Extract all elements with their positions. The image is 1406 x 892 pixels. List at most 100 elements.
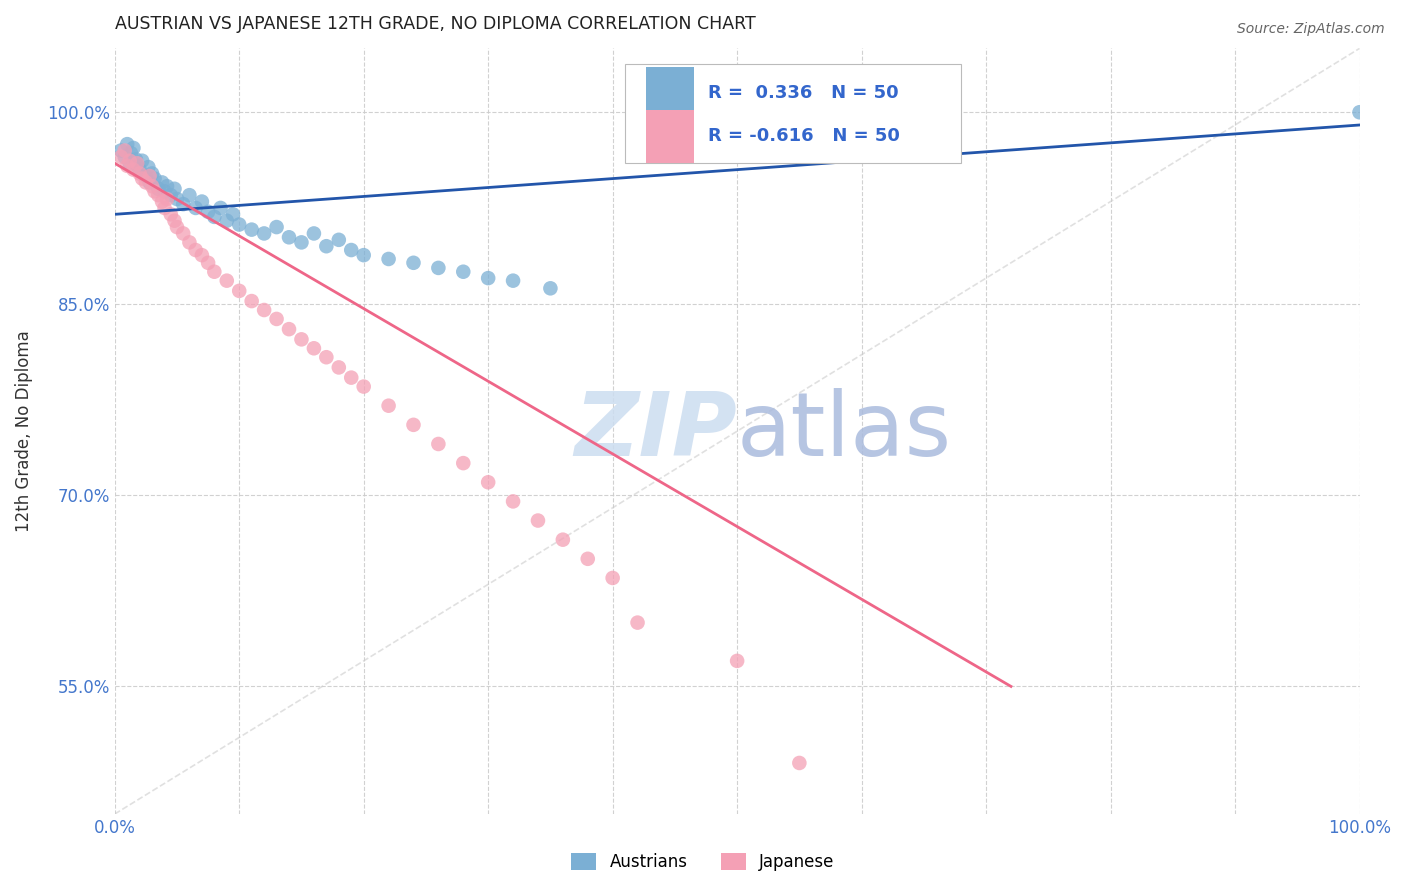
Point [789,756,811,770]
Point [197,256,219,270]
Text: R =  0.336   N = 50: R = 0.336 N = 50 [709,85,898,103]
Point [340,243,363,257]
FancyBboxPatch shape [647,111,693,162]
Point [527,514,550,528]
Legend: Austrians, Japanese: Austrians, Japanese [562,845,844,880]
Point [266,312,288,326]
Point [115,137,138,152]
Point [315,239,337,253]
Point [576,551,599,566]
Point [253,303,276,318]
Point [538,281,561,295]
Text: Source: ZipAtlas.com: Source: ZipAtlas.com [1237,22,1385,37]
Point [114,150,136,164]
Point [153,185,176,199]
Point [302,227,325,241]
Y-axis label: 12th Grade, No Diploma: 12th Grade, No Diploma [15,330,32,533]
Point [153,201,176,215]
Point [209,201,232,215]
Point [626,615,648,630]
Point [215,213,238,227]
Point [215,274,238,288]
Point [1348,105,1371,120]
FancyBboxPatch shape [626,63,962,163]
Point [377,399,399,413]
Point [240,294,263,309]
Point [290,235,312,250]
Point [179,235,201,250]
Point [315,350,337,364]
Point [159,207,181,221]
Point [135,169,157,183]
Point [110,144,132,158]
Text: AUSTRIAN VS JAPANESE 12TH GRADE, NO DIPLOMA CORRELATION CHART: AUSTRIAN VS JAPANESE 12TH GRADE, NO DIPL… [115,15,755,33]
Point [138,169,160,183]
Point [156,179,179,194]
Point [353,248,375,262]
Point [122,141,145,155]
Point [179,188,201,202]
Point [402,417,425,432]
Point [128,162,150,177]
Point [202,265,225,279]
Point [222,207,245,221]
Point [135,176,157,190]
Point [127,159,149,173]
Point [172,197,194,211]
Point [725,654,748,668]
Point [120,146,142,161]
Point [228,284,250,298]
Point [328,233,350,247]
Point [110,150,132,164]
Text: R = -0.616   N = 50: R = -0.616 N = 50 [709,128,900,145]
Point [156,192,179,206]
Point [266,220,288,235]
Point [143,185,166,199]
Point [202,210,225,224]
Point [197,204,219,219]
Point [240,222,263,236]
Point [502,274,524,288]
Point [184,243,207,257]
Point [166,192,188,206]
Point [150,194,173,209]
Point [302,341,325,355]
Point [353,379,375,393]
Text: ZIP: ZIP [575,388,737,475]
FancyBboxPatch shape [647,67,693,120]
Point [128,166,150,180]
Point [253,227,276,241]
Point [138,160,160,174]
Point [453,456,475,470]
Point [278,230,301,244]
Point [477,271,499,285]
Point [453,265,475,279]
Point [228,218,250,232]
Point [166,220,188,235]
Point [502,494,524,508]
Point [143,171,166,186]
Point [141,179,163,194]
Point [278,322,301,336]
Point [290,332,312,346]
Point [163,213,186,227]
Point [141,166,163,180]
Point [114,144,136,158]
Point [159,188,181,202]
Point [551,533,574,547]
Point [402,256,425,270]
Point [191,248,214,262]
Point [122,162,145,177]
Point [191,194,214,209]
Text: atlas: atlas [737,388,952,475]
Point [172,227,194,241]
Point [118,156,141,170]
Point [115,159,138,173]
Point [125,153,148,167]
Point [328,360,350,375]
Point [131,171,153,186]
Point [602,571,624,585]
Point [131,153,153,168]
Point [377,252,399,266]
Point [163,182,186,196]
